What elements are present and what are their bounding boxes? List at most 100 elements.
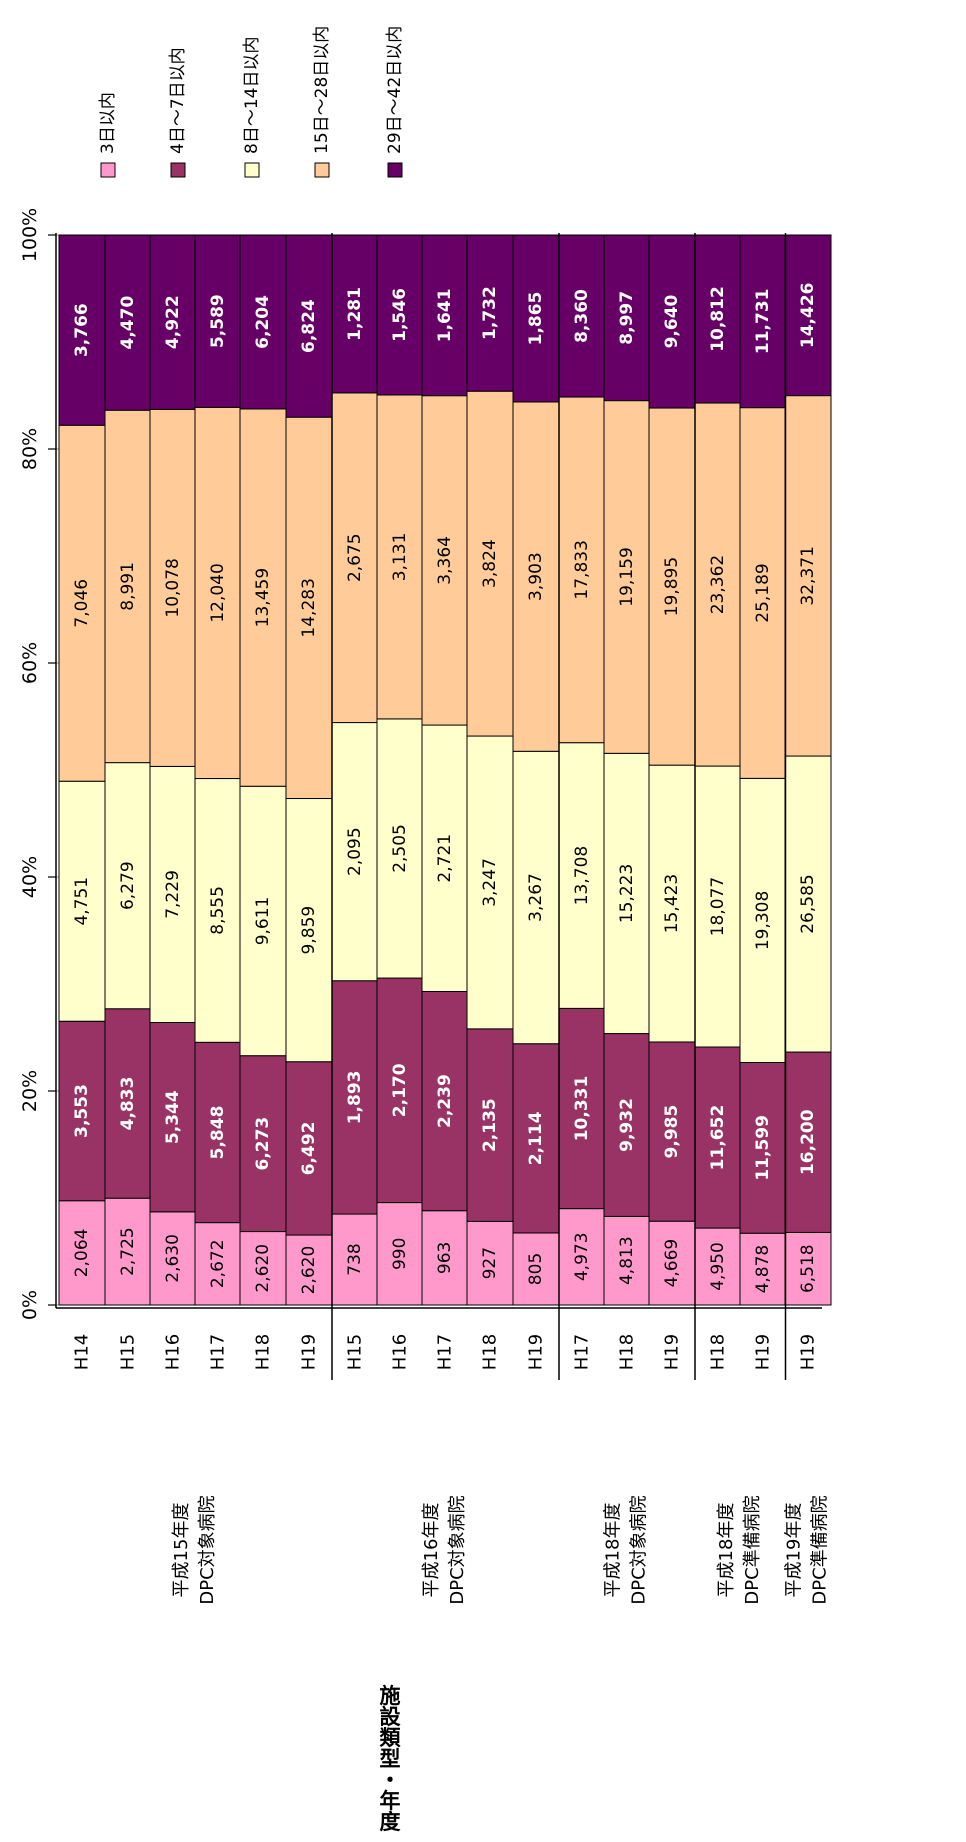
- value-axis: 0% 20% 40% 60% 80% 100%: [19, 208, 57, 1320]
- data-label-5-3: 4,922: [163, 295, 183, 349]
- legend-swatch-2: [170, 162, 186, 178]
- legend-label-4: 15日～28日以内: [312, 26, 332, 154]
- bar-segment-3-11: [512, 750, 560, 1045]
- legend-label-3: 8日～14日以内: [242, 37, 262, 154]
- bar-segment-1-9: [421, 1210, 469, 1306]
- legend-swatch-4: [314, 162, 330, 178]
- data-label-4-10: 3,824: [480, 539, 500, 588]
- data-label-1-13: 4,813: [617, 1236, 637, 1285]
- data-label-5-7: 1,281: [345, 287, 365, 341]
- bar-segment-1-14: [648, 1220, 696, 1306]
- value-axis-tick-label-0: 0%: [19, 1290, 41, 1320]
- data-label-1-4: 2,672: [208, 1239, 228, 1288]
- data-label-1-9: 963: [435, 1242, 455, 1274]
- bar-segment-5-1: [58, 234, 106, 426]
- group-label-1-type: DPC対象病院: [197, 1495, 218, 1604]
- category-label-16: H19: [753, 1334, 774, 1370]
- bar-segment-1-11: [512, 1232, 560, 1306]
- data-label-3-9: 2,721: [435, 834, 455, 883]
- data-label-3-4: 8,555: [208, 886, 228, 935]
- data-label-4-11: 3,903: [526, 552, 546, 601]
- bar-segment-1-6: [285, 1234, 333, 1306]
- category-axis: H14 H15 H16 H17 H18 H19 H15 H16 H17 H18 H19 H17 H18 H…: [56, 233, 831, 1605]
- bar-segment-2-12: [558, 1007, 606, 1210]
- bar-segment-1-16: [739, 1232, 787, 1306]
- bar-segment-2-16: [739, 1062, 787, 1234]
- legend-swatch-5: [387, 162, 403, 178]
- bar-segment-2-13: [603, 1033, 651, 1217]
- bar-segment-3-2: [104, 762, 152, 1010]
- data-label-2-2: 4,833: [118, 1077, 138, 1131]
- category-label-1: H14: [72, 1334, 93, 1370]
- bar-stacks: 2,064 3,553 4,751 7,046 3,766 2,725 4,833 6,279…: [58, 234, 832, 1306]
- data-label-1-7: 738: [345, 1243, 365, 1275]
- data-label-3-2: 6,279: [118, 861, 138, 910]
- bar-segment-4-11: [512, 401, 560, 752]
- legend: 3日以内 4日～7日以内 8日～14日以内 15日～28日以内 29日～42日以内: [98, 26, 405, 178]
- data-label-3-8: 2,505: [390, 824, 410, 873]
- bar-segment-5-17: [784, 234, 832, 397]
- bar-segment-4-10: [466, 390, 514, 737]
- data-label-3-3: 7,229: [163, 870, 183, 919]
- data-label-5-13: 8,997: [617, 291, 637, 345]
- legend-label-1: 3日以内: [98, 92, 118, 154]
- data-label-4-1: 7,046: [72, 579, 92, 628]
- data-label-3-6: 9,859: [299, 906, 319, 955]
- bar-segment-3-13: [603, 752, 651, 1035]
- data-label-2-9: 2,239: [435, 1074, 455, 1128]
- data-label-5-10: 1,732: [480, 286, 500, 340]
- bar-segment-5-13: [603, 234, 651, 402]
- data-label-4-2: 8,991: [118, 562, 138, 611]
- category-label-12: H17: [572, 1334, 593, 1370]
- bar-segment-1-17: [784, 1231, 832, 1306]
- bar-segment-5-6: [285, 234, 333, 418]
- bar-segment-5-11: [512, 234, 560, 403]
- bar-segment-4-6: [285, 416, 333, 800]
- data-label-2-5: 6,273: [253, 1117, 273, 1171]
- bar-segment-5-10: [466, 234, 514, 392]
- data-label-5-11: 1,865: [526, 292, 546, 346]
- data-label-3-15: 18,077: [708, 877, 728, 936]
- data-label-3-1: 4,751: [72, 877, 92, 926]
- data-label-5-4: 5,589: [208, 294, 228, 348]
- data-label-2-10: 2,135: [480, 1098, 500, 1152]
- data-label-1-5: 2,620: [253, 1244, 273, 1293]
- group-label-2-type: DPC対象病院: [447, 1495, 468, 1604]
- data-label-3-14: 15,423: [662, 874, 682, 933]
- data-label-5-17: 14,426: [798, 283, 818, 349]
- data-label-3-13: 15,223: [617, 864, 637, 923]
- bar-segment-3-14: [648, 764, 696, 1043]
- category-label-2: H15: [118, 1334, 139, 1370]
- legend-swatch-3: [244, 162, 260, 178]
- bar-segment-3-3: [149, 765, 197, 1024]
- group-label-1-year: 平成15年度: [171, 1503, 192, 1598]
- category-label-5: H18: [253, 1334, 274, 1370]
- value-axis-tick-label-40: 40%: [19, 856, 41, 898]
- data-label-2-3: 5,344: [163, 1090, 183, 1144]
- data-label-1-12: 4,973: [572, 1232, 592, 1281]
- bar-segment-1-2: [104, 1197, 152, 1306]
- bar-segment-2-10: [466, 1028, 514, 1222]
- value-axis-tick-label-20: 20%: [19, 1070, 41, 1112]
- bar-segment-5-8: [376, 234, 424, 396]
- data-label-5-12: 8,360: [572, 289, 592, 343]
- data-label-1-8: 990: [390, 1238, 410, 1270]
- category-label-17: H19: [798, 1334, 819, 1370]
- data-label-2-11: 2,114: [526, 1111, 546, 1165]
- bar-segment-3-5: [239, 785, 287, 1057]
- bar-segment-1-3: [149, 1211, 197, 1306]
- legend-label-2: 4日～7日以内: [168, 47, 188, 154]
- data-label-3-12: 13,708: [572, 846, 592, 905]
- legend-label-5: 29日～42日以内: [385, 26, 405, 154]
- value-axis-tick-label-80: 80%: [19, 428, 41, 470]
- data-label-4-7: 2,675: [345, 533, 365, 582]
- data-label-5-15: 10,812: [708, 286, 728, 352]
- category-label-9: H17: [435, 1334, 456, 1370]
- bar-segment-2-15: [694, 1046, 742, 1229]
- bar-segment-1-5: [239, 1231, 287, 1306]
- data-label-4-9: 3,364: [435, 536, 455, 585]
- group-label-5-year: 平成19年度: [784, 1503, 805, 1598]
- bar-segment-2-14: [648, 1041, 696, 1222]
- data-label-1-11: 805: [526, 1253, 546, 1285]
- data-label-5-8: 1,546: [390, 288, 410, 342]
